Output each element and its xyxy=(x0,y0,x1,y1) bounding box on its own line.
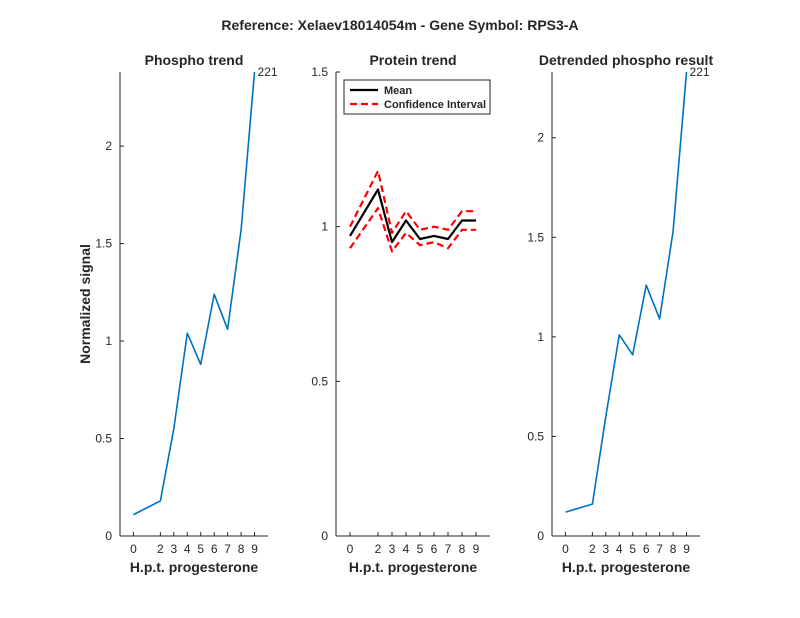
x-tick-label: 5 xyxy=(417,542,424,556)
x-tick-label: 2 xyxy=(157,542,164,556)
end-point-label: 221 xyxy=(258,65,278,79)
end-point-label: 221 xyxy=(690,65,710,79)
series-line-1 xyxy=(565,71,688,513)
x-tick-label: 0 xyxy=(130,542,137,556)
x-tick-label: 6 xyxy=(431,542,438,556)
x-tick-label: 5 xyxy=(197,542,204,556)
x-tick-label: 3 xyxy=(602,542,609,556)
x-axis-label: H.p.t. progesterone xyxy=(562,559,691,575)
x-tick-label: 5 xyxy=(629,542,636,556)
axes-title: Detrended phospho result xyxy=(539,52,714,68)
x-tick-label: 3 xyxy=(170,542,177,556)
x-tick-label: 7 xyxy=(224,542,231,556)
series-line-2 xyxy=(349,169,476,234)
x-tick-label: 6 xyxy=(211,542,218,556)
x-tick-label: 7 xyxy=(445,542,452,556)
y-tick-label: 1.5 xyxy=(527,230,544,244)
x-tick-label: 2 xyxy=(589,542,596,556)
y-tick-label: 2 xyxy=(105,139,112,153)
x-tick-label: 8 xyxy=(238,542,245,556)
y-tick-label: 1.5 xyxy=(95,237,112,251)
x-axis-label: H.p.t. progesterone xyxy=(349,559,478,575)
y-tick-label: 1 xyxy=(105,334,112,348)
legend-entry: Confidence Interval xyxy=(384,99,486,111)
x-tick-label: 8 xyxy=(670,542,677,556)
y-tick-label: 0 xyxy=(321,529,328,543)
x-tick-label: 9 xyxy=(251,542,258,556)
x-tick-label: 9 xyxy=(683,542,690,556)
x-tick-label: 3 xyxy=(389,542,396,556)
x-tick-label: 4 xyxy=(184,542,191,556)
series-line-1 xyxy=(349,188,476,244)
y-tick-label: 1 xyxy=(537,330,544,344)
series-line-3 xyxy=(349,207,476,253)
y-tick-label: 1 xyxy=(321,220,328,234)
axes-title: Phospho trend xyxy=(145,52,244,68)
y-tick-label: 0.5 xyxy=(311,374,328,388)
x-tick-label: 8 xyxy=(459,542,466,556)
legend-entry: Mean xyxy=(384,85,412,97)
x-tick-label: 6 xyxy=(643,542,650,556)
y-tick-label: 0 xyxy=(105,529,112,543)
series-line-1 xyxy=(133,71,256,516)
x-axis-label: H.p.t. progesterone xyxy=(130,559,259,575)
legend: Mean Confidence Interval xyxy=(343,79,491,115)
x-tick-label: 0 xyxy=(347,542,354,556)
y-tick-label: 2 xyxy=(537,131,544,145)
x-tick-label: 0 xyxy=(562,542,569,556)
y-tick-label: 1.5 xyxy=(311,65,328,79)
x-tick-label: 9 xyxy=(473,542,480,556)
x-tick-label: 4 xyxy=(616,542,623,556)
x-tick-label: 7 xyxy=(656,542,663,556)
y-tick-label: 0 xyxy=(537,529,544,543)
x-tick-label: 2 xyxy=(375,542,382,556)
y-axis-label: Normalized signal xyxy=(77,244,93,364)
legend-box xyxy=(343,79,491,115)
y-tick-label: 0.5 xyxy=(95,432,112,446)
axes-2: 0 0.5 1 1.5 0 2 3 4 5 6 7 8 9 Protein trend H.p.t. pro… xyxy=(311,52,491,575)
figure-suptitle: Reference: Xelaev18014054m - Gene Symbol… xyxy=(221,17,578,33)
axes-title: Protein trend xyxy=(369,52,456,68)
x-tick-label: 4 xyxy=(403,542,410,556)
y-tick-label: 0.5 xyxy=(527,429,544,443)
